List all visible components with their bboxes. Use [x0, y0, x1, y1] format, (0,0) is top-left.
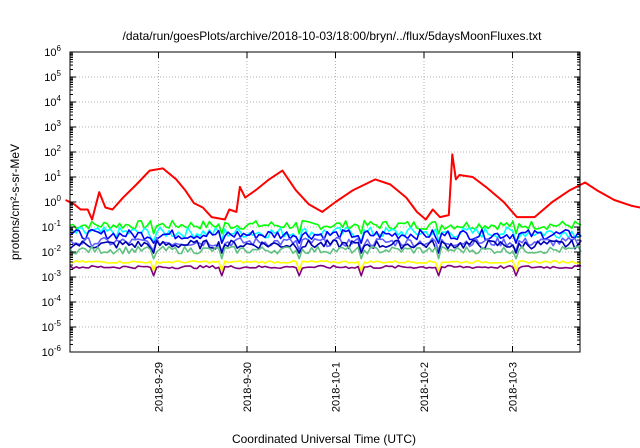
- y-tick-label: 103: [44, 119, 61, 134]
- series-line: [69, 219, 582, 235]
- x-tick-label: 2018-9-29: [154, 362, 166, 412]
- y-tick-label: 10-5: [42, 319, 62, 334]
- y-tick-label: 101: [44, 169, 61, 184]
- chart-title: /data/run/goesPlots/archive/2018-10-03/1…: [123, 29, 543, 43]
- x-tick-label: 2018-9-30: [242, 362, 254, 412]
- y-tick-label: 102: [44, 144, 61, 159]
- series-line: [65, 153, 640, 221]
- y-tick-label: 10-1: [42, 219, 62, 234]
- y-tick-label: 100: [44, 194, 61, 209]
- x-axis-label: Coordinated Universal Time (UTC): [232, 432, 416, 446]
- series-line: [69, 239, 582, 254]
- y-tick-label: 10-6: [42, 344, 62, 359]
- y-tick-label: 106: [44, 44, 61, 59]
- y-axis-label: protons/cm²-s-sr-MeV: [8, 144, 22, 260]
- y-axis: 106 105 104 103 102 101 100 10-1 10-2 10-3 10-4 10-…: [42, 44, 580, 359]
- x-tick-label: 2018-10-2: [419, 362, 431, 412]
- y-tick-label: 105: [44, 69, 61, 84]
- series-line: [69, 264, 582, 277]
- y-tick-label: 10-3: [42, 269, 62, 284]
- y-tick-label: 104: [44, 94, 61, 109]
- y-tick-label: 10-2: [42, 244, 62, 259]
- series-line: [69, 226, 582, 242]
- x-axis: 2018-9-29 2018-9-30 2018-10-1 2018-10-2 2018…: [154, 52, 520, 412]
- series-group: [65, 153, 640, 277]
- series-line: [69, 245, 582, 260]
- x-tick-label: 2018-10-3: [508, 362, 520, 412]
- y-tick-label: 10-4: [42, 294, 62, 309]
- series-line: [69, 259, 582, 272]
- x-tick-label: 2018-10-1: [331, 362, 343, 412]
